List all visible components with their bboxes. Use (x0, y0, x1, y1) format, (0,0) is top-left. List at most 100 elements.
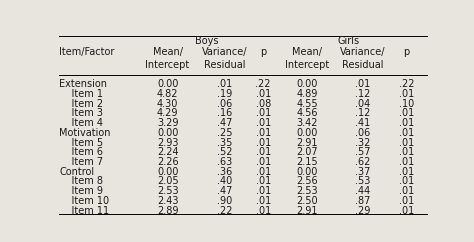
Text: 4.30: 4.30 (157, 99, 178, 109)
Text: .35: .35 (217, 137, 232, 148)
Text: .01: .01 (399, 89, 414, 99)
Text: .87: .87 (355, 196, 370, 206)
Text: Item 10: Item 10 (59, 196, 109, 206)
Text: Item 1: Item 1 (59, 89, 103, 99)
Text: 2.15: 2.15 (296, 157, 318, 167)
Text: Control: Control (59, 167, 94, 177)
Text: Item/Factor: Item/Factor (59, 47, 115, 57)
Text: .01: .01 (255, 108, 271, 118)
Text: .01: .01 (255, 176, 271, 186)
Text: .40: .40 (217, 176, 232, 186)
Text: .01: .01 (255, 137, 271, 148)
Text: Item 2: Item 2 (59, 99, 103, 109)
Text: .29: .29 (355, 205, 370, 216)
Text: 0.00: 0.00 (157, 167, 178, 177)
Text: .47: .47 (217, 186, 232, 196)
Text: .10: .10 (399, 99, 414, 109)
Text: 2.93: 2.93 (157, 137, 178, 148)
Text: 4.56: 4.56 (296, 108, 318, 118)
Text: .62: .62 (355, 157, 370, 167)
Text: Motivation: Motivation (59, 128, 111, 138)
Text: .90: .90 (217, 196, 232, 206)
Text: .01: .01 (255, 147, 271, 157)
Text: 2.50: 2.50 (296, 196, 318, 206)
Text: Extension: Extension (59, 79, 107, 89)
Text: Item 3: Item 3 (59, 108, 103, 118)
Text: .01: .01 (399, 147, 414, 157)
Text: .08: .08 (255, 99, 271, 109)
Text: Intercept: Intercept (146, 60, 190, 70)
Text: .01: .01 (217, 79, 232, 89)
Text: p: p (260, 47, 266, 57)
Text: .01: .01 (255, 89, 271, 99)
Text: 2.89: 2.89 (157, 205, 178, 216)
Text: Residual: Residual (204, 60, 246, 70)
Text: .01: .01 (399, 108, 414, 118)
Text: Variance/: Variance/ (202, 47, 247, 57)
Text: 2.53: 2.53 (296, 186, 318, 196)
Text: 0.00: 0.00 (297, 167, 318, 177)
Text: Mean/: Mean/ (292, 47, 322, 57)
Text: 2.53: 2.53 (157, 186, 178, 196)
Text: 4.89: 4.89 (297, 89, 318, 99)
Text: 0.00: 0.00 (157, 128, 178, 138)
Text: .22: .22 (399, 79, 414, 89)
Text: Item 6: Item 6 (59, 147, 103, 157)
Text: .01: .01 (399, 167, 414, 177)
Text: .01: .01 (255, 128, 271, 138)
Text: 2.43: 2.43 (157, 196, 178, 206)
Text: 2.24: 2.24 (157, 147, 178, 157)
Text: .01: .01 (255, 196, 271, 206)
Text: Residual: Residual (342, 60, 383, 70)
Text: .52: .52 (217, 147, 232, 157)
Text: .01: .01 (399, 205, 414, 216)
Text: Girls: Girls (337, 36, 360, 46)
Text: .01: .01 (255, 167, 271, 177)
Text: .41: .41 (355, 118, 370, 128)
Text: .22: .22 (255, 79, 271, 89)
Text: Item 5: Item 5 (59, 137, 103, 148)
Text: .01: .01 (399, 196, 414, 206)
Text: 2.26: 2.26 (157, 157, 178, 167)
Text: Boys: Boys (195, 36, 219, 46)
Text: .06: .06 (217, 99, 232, 109)
Text: .04: .04 (355, 99, 370, 109)
Text: Item 11: Item 11 (59, 205, 109, 216)
Text: .25: .25 (217, 128, 232, 138)
Text: .01: .01 (399, 157, 414, 167)
Text: Intercept: Intercept (285, 60, 329, 70)
Text: 4.82: 4.82 (157, 89, 178, 99)
Text: Item 7: Item 7 (59, 157, 103, 167)
Text: Variance/: Variance/ (339, 47, 385, 57)
Text: .06: .06 (355, 128, 370, 138)
Text: 2.56: 2.56 (296, 176, 318, 186)
Text: 2.91: 2.91 (296, 137, 318, 148)
Text: 0.00: 0.00 (297, 79, 318, 89)
Text: p: p (403, 47, 410, 57)
Text: .63: .63 (217, 157, 232, 167)
Text: .01: .01 (399, 186, 414, 196)
Text: .01: .01 (399, 176, 414, 186)
Text: 3.29: 3.29 (157, 118, 178, 128)
Text: .12: .12 (355, 108, 370, 118)
Text: .22: .22 (217, 205, 232, 216)
Text: .37: .37 (355, 167, 370, 177)
Text: 2.05: 2.05 (157, 176, 178, 186)
Text: .53: .53 (355, 176, 370, 186)
Text: 0.00: 0.00 (297, 128, 318, 138)
Text: .01: .01 (399, 118, 414, 128)
Text: 4.55: 4.55 (296, 99, 318, 109)
Text: 2.91: 2.91 (296, 205, 318, 216)
Text: 2.07: 2.07 (296, 147, 318, 157)
Text: Mean/: Mean/ (153, 47, 182, 57)
Text: Item 9: Item 9 (59, 186, 103, 196)
Text: .01: .01 (255, 118, 271, 128)
Text: .47: .47 (217, 118, 232, 128)
Text: .01: .01 (399, 137, 414, 148)
Text: .16: .16 (217, 108, 232, 118)
Text: .01: .01 (399, 128, 414, 138)
Text: Item 8: Item 8 (59, 176, 103, 186)
Text: Item 4: Item 4 (59, 118, 103, 128)
Text: .36: .36 (217, 167, 232, 177)
Text: .01: .01 (255, 157, 271, 167)
